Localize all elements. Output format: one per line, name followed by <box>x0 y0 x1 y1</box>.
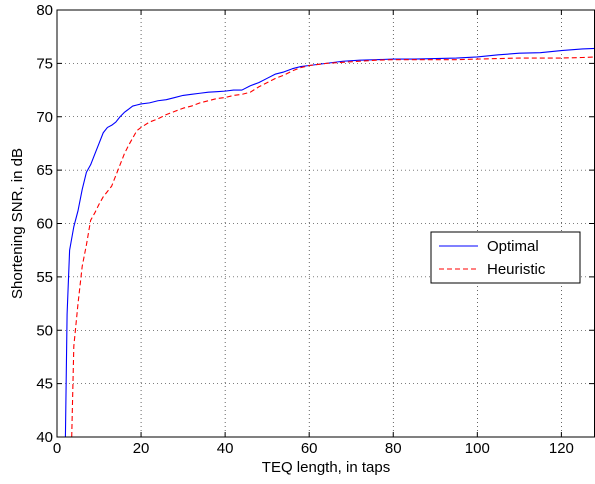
y-tick-label: 70 <box>36 109 53 126</box>
legend-box <box>430 231 581 284</box>
legend: Optimal Heuristic <box>430 231 581 284</box>
x-tick-label: 100 <box>465 440 490 457</box>
grid <box>57 10 595 437</box>
x-tick-label: 80 <box>385 440 402 457</box>
y-tick-label: 40 <box>36 429 53 446</box>
y-tick-label: 55 <box>36 269 53 286</box>
legend-label-heuristic: Heuristic <box>487 261 546 278</box>
y-tick-label: 50 <box>36 322 53 339</box>
x-tick-label: 120 <box>549 440 574 457</box>
legend-label-optimal: Optimal <box>487 238 539 255</box>
x-tick-label: 20 <box>133 440 150 457</box>
series-line-heuristic <box>71 56 595 438</box>
y-tick-label: 45 <box>36 376 53 393</box>
y-tick-label: 65 <box>36 162 53 179</box>
y-axis-title: Shortening SNR, in dB <box>9 148 26 299</box>
y-tick-label: 60 <box>36 216 53 233</box>
x-axis-title: TEQ length, in taps <box>262 459 390 476</box>
y-tick-label: 80 <box>36 2 53 19</box>
y-tick-label: 75 <box>36 55 53 72</box>
series-layer <box>64 47 595 438</box>
x-tick-label: 0 <box>53 440 61 457</box>
x-tick-label: 60 <box>301 440 318 457</box>
x-tick-label: 40 <box>217 440 234 457</box>
axis-ticks: 0 20 40 60 80 100 120 40 45 50 55 60 65 70 75 80 <box>36 2 594 457</box>
